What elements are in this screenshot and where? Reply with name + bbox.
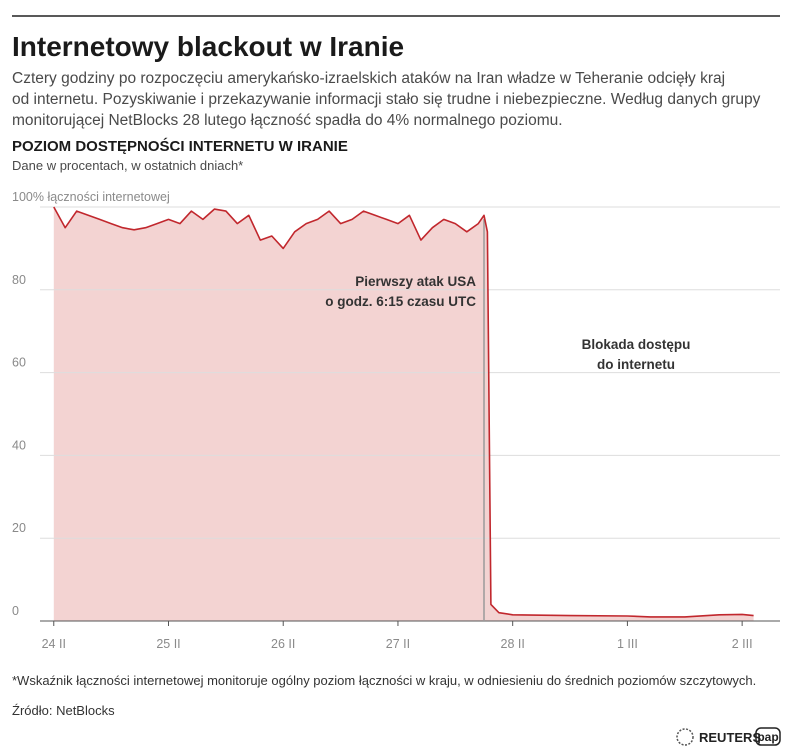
y-tick-label: 0 bbox=[12, 604, 19, 618]
subtitle: Cztery godziny po rozpoczęciu amerykańsk… bbox=[12, 70, 725, 87]
area bbox=[53, 207, 754, 621]
unit-note: Dane w procentach, w ostatnich dniach* bbox=[12, 158, 243, 173]
subtitle: monitorującej NetBlocks 28 lutego łączno… bbox=[12, 112, 563, 129]
reuters-icon bbox=[676, 728, 694, 746]
x-tick-label: 2 III bbox=[732, 637, 753, 651]
annotation: o godz. 6:15 czasu UTC bbox=[325, 294, 476, 309]
logos: REUTERS pap bbox=[676, 727, 781, 746]
chart-title: Internetowy blackout w Iranie bbox=[12, 31, 404, 62]
y-tick-label: 60 bbox=[12, 356, 26, 370]
x-tick-label: 27 II bbox=[386, 637, 410, 651]
chart-heading: POZIOM DOSTĘPNOŚCI INTERNETU W IRANIE bbox=[12, 137, 348, 155]
y-tick-label: 40 bbox=[12, 438, 26, 452]
annotation: Blokada dostępu bbox=[582, 337, 691, 352]
annotation: Pierwszy atak USA bbox=[355, 274, 476, 289]
x-tick-label: 24 II bbox=[42, 637, 66, 651]
y-tick-label: 80 bbox=[12, 273, 26, 287]
line bbox=[53, 206, 754, 618]
y-tick-label: 20 bbox=[12, 521, 26, 535]
x-tick-label: 26 II bbox=[271, 637, 295, 651]
source: Źródło: NetBlocks bbox=[12, 703, 115, 718]
annotation: do internetu bbox=[597, 357, 675, 372]
subtitle: od internetu. Pozyskiwanie i przekazywan… bbox=[12, 91, 761, 108]
x-tick-label: 1 III bbox=[617, 637, 638, 651]
reuters-logo: REUTERS bbox=[699, 730, 761, 745]
pap-frame bbox=[755, 727, 781, 746]
pap-logo: pap bbox=[757, 730, 778, 744]
x-tick-label: 25 II bbox=[156, 637, 180, 651]
x-tick-label: 28 II bbox=[501, 637, 525, 651]
y-tick-label: 100% łączności internetowej bbox=[12, 190, 170, 204]
footnote: *Wskaźnik łączności internetowej monitor… bbox=[12, 673, 756, 688]
